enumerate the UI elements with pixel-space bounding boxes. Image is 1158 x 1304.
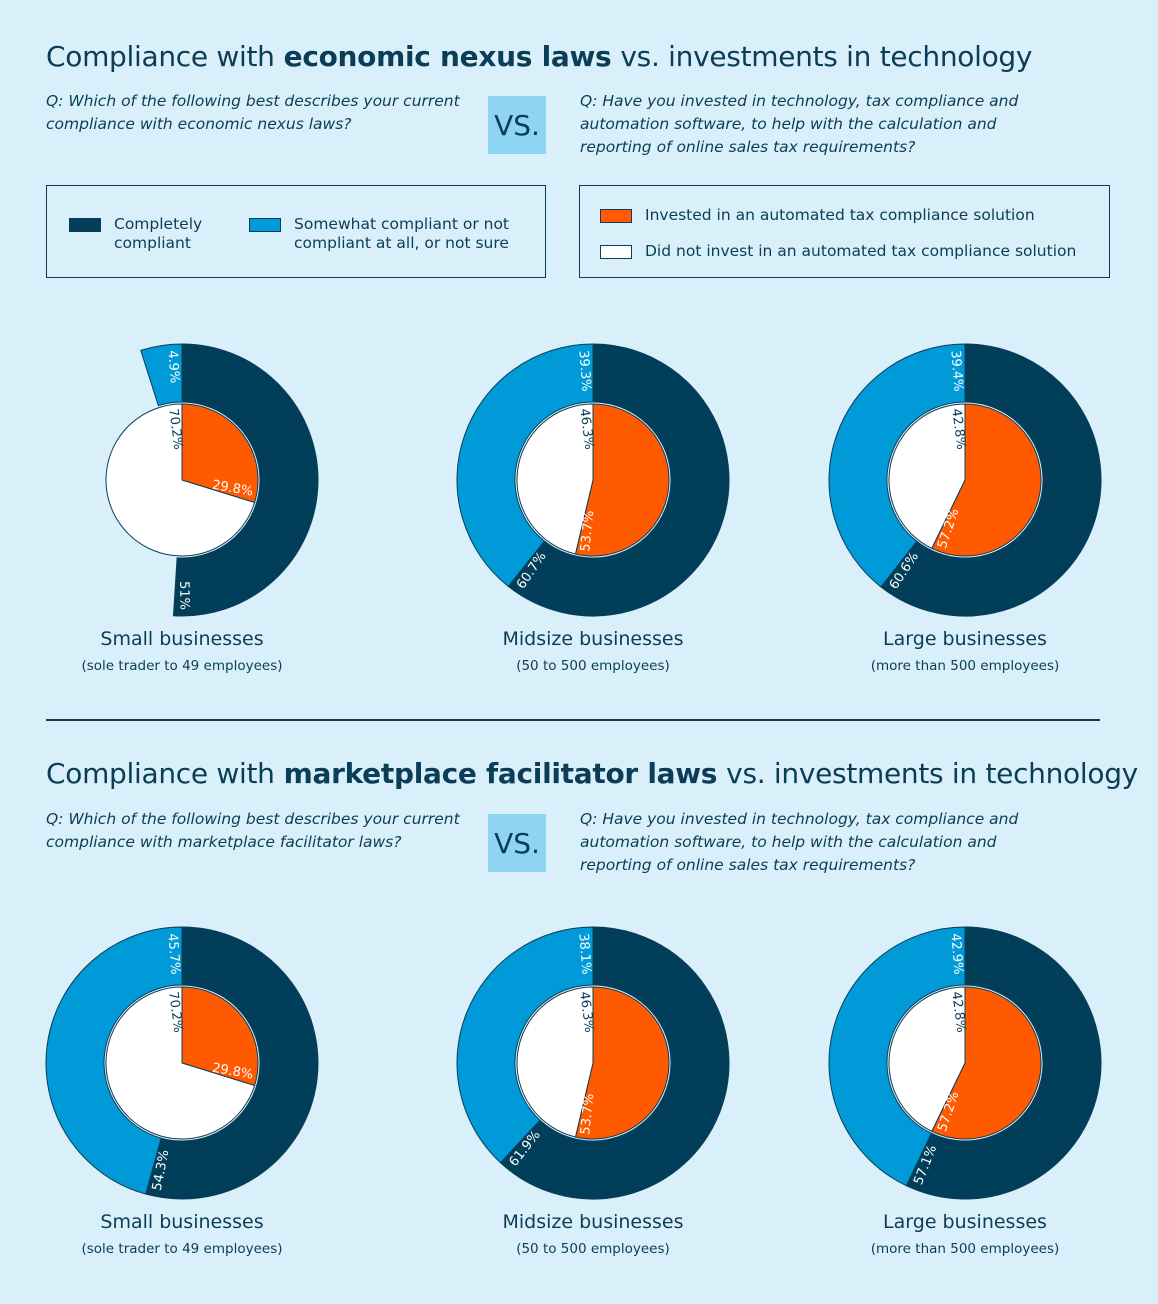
chart-subtitle: (sole trader to 49 employees) xyxy=(82,658,283,674)
legend: Completely compliant Somewhat compliant … xyxy=(46,185,546,278)
title-emphasis: marketplace facilitator laws xyxy=(283,757,718,790)
chart-subtitle: (more than 500 employees) xyxy=(871,658,1060,674)
chart-title: Large businesses xyxy=(883,1211,1047,1233)
value-label: 46.3% xyxy=(576,408,596,451)
chart-title: Small businesses xyxy=(100,628,263,650)
donut-chart: 57.1%42.9%57.2%42.8%Large businesses(mor… xyxy=(828,926,1102,1257)
title-emphasis: economic nexus laws xyxy=(283,40,612,73)
donut-chart: 54.3%45.7%29.8%70.2%Small businesses(sol… xyxy=(45,926,319,1257)
value-label: 39.3% xyxy=(575,350,593,392)
donut-segment xyxy=(880,343,1102,617)
legend-swatch xyxy=(600,209,632,223)
donut-chart: 60.6%39.4%57.2%42.8%Large businesses(mor… xyxy=(828,343,1102,674)
legend-item: Somewhat compliant or not compliant at a… xyxy=(249,215,529,253)
divider xyxy=(46,719,1100,721)
value-label: 70.2% xyxy=(165,991,185,1034)
value-label: 29.8% xyxy=(211,478,254,500)
title-text: Compliance with xyxy=(46,40,275,73)
legend-item: Did not invest in an automated tax compl… xyxy=(600,242,1076,261)
chart-subtitle: (50 to 500 employees) xyxy=(516,1241,670,1257)
value-label: 42.8% xyxy=(948,408,968,451)
donut-segment xyxy=(507,343,730,617)
value-label: 53.7% xyxy=(578,510,597,553)
donut-segment xyxy=(456,926,594,1164)
donut-segment xyxy=(140,343,183,407)
donut-segment xyxy=(828,926,966,1187)
chart-title: Midsize businesses xyxy=(502,628,683,650)
donut-segment xyxy=(145,926,319,1200)
legend: Invested in an automated tax compliance … xyxy=(579,185,1110,278)
value-label: 45.7% xyxy=(164,933,182,975)
pie-segment xyxy=(181,403,259,504)
title-text: vs. investments in technology xyxy=(620,40,1033,73)
question: Q: Have you invested in technology, tax … xyxy=(580,92,1019,156)
donut-chart: 61.9%38.1%53.7%46.3%Midsize businesses(5… xyxy=(456,926,730,1257)
question: Q: Have you invested in technology, tax … xyxy=(580,810,1019,874)
pie-segment xyxy=(105,403,256,557)
section-title: Compliance with economic nexus laws vs. in… xyxy=(46,40,1041,73)
value-label: 51% xyxy=(176,581,191,610)
pie-segment xyxy=(105,986,256,1140)
chart-title: Large businesses xyxy=(883,628,1047,650)
title-text: vs. investments in technology xyxy=(726,757,1138,790)
value-label: 53.7% xyxy=(578,1093,597,1136)
value-label: 4.9% xyxy=(164,350,182,384)
vs-badge: VS. xyxy=(488,814,546,872)
donut-segment xyxy=(828,343,966,588)
chart-subtitle: (sole trader to 49 employees) xyxy=(82,1241,283,1257)
legend-swatch xyxy=(600,245,632,259)
section-title: Compliance with marketplace facilitator l… xyxy=(46,757,1147,790)
chart-title: Small businesses xyxy=(100,1211,263,1233)
legend-label: Invested in an automated tax compliance … xyxy=(645,206,1035,224)
legend-label: Did not invest in an automated tax compl… xyxy=(645,242,1077,260)
legend-label: Completely compliant xyxy=(114,215,203,252)
legend-label: Somewhat compliant or not compliant at a… xyxy=(294,215,510,252)
pie-segment xyxy=(516,986,594,1138)
donut-segment xyxy=(172,343,319,617)
chart-subtitle: (50 to 500 employees) xyxy=(516,658,670,674)
pie-segment xyxy=(516,403,594,555)
title-text: Compliance with xyxy=(46,757,275,790)
chart-title: Midsize businesses xyxy=(502,1211,683,1233)
value-label: 46.3% xyxy=(576,991,596,1034)
legend-item: Invested in an automated tax compliance … xyxy=(600,206,1035,225)
donut-segment xyxy=(45,926,183,1195)
value-label: 38.1% xyxy=(575,933,593,975)
pie-segment xyxy=(574,986,670,1140)
legend-item: Completely compliant xyxy=(69,215,229,253)
legend-swatch xyxy=(249,218,281,232)
donut-segment xyxy=(456,343,594,588)
question: Q: Which of the following best describes… xyxy=(46,810,460,851)
vs-badge: VS. xyxy=(488,96,546,154)
legend-swatch xyxy=(69,218,101,232)
pie-segment xyxy=(888,986,966,1133)
pie-segment xyxy=(888,403,966,550)
value-label: 42.9% xyxy=(947,933,965,975)
question: Q: Which of the following best describes… xyxy=(46,92,460,133)
donut-chart: 60.7%39.3%53.7%46.3%Midsize businesses(5… xyxy=(456,343,730,674)
pie-segment xyxy=(931,986,1042,1140)
donut-segment xyxy=(905,926,1102,1200)
value-label: 39.4% xyxy=(947,350,965,392)
chart-subtitle: (more than 500 employees) xyxy=(871,1241,1060,1257)
value-label: 70.2% xyxy=(165,408,185,451)
pie-segment xyxy=(574,403,670,557)
value-label: 42.8% xyxy=(948,991,968,1034)
donut-segment xyxy=(499,926,730,1200)
donut-chart: 51% 4.9% 29.8% 70.2% Small businesses (sole t… xyxy=(82,343,319,674)
value-label: 29.8% xyxy=(211,1061,254,1083)
pie-segment xyxy=(931,403,1042,557)
pie-segment xyxy=(181,986,259,1087)
